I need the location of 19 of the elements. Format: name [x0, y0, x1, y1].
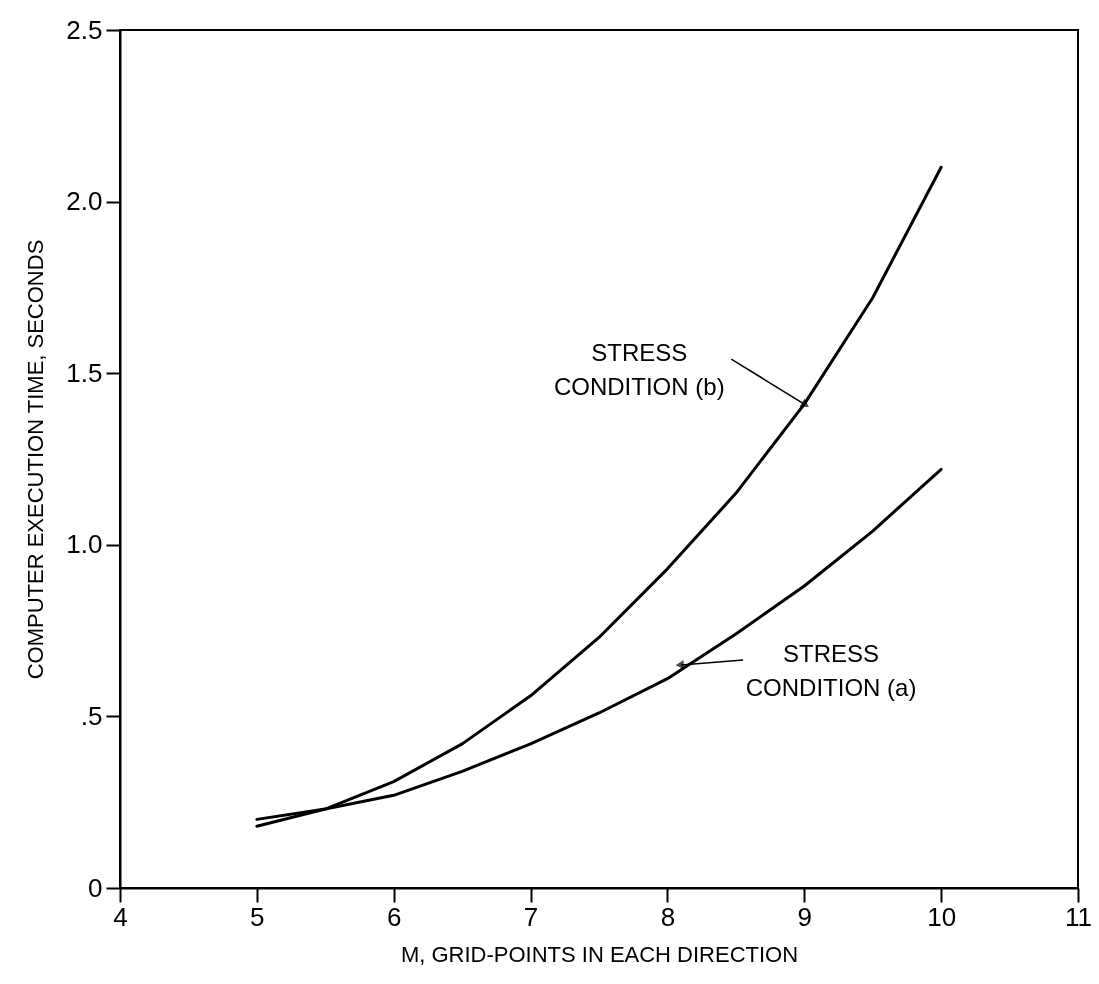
line-series	[255, 165, 943, 828]
annotation: STRESS CONDITION (b)	[553, 339, 725, 401]
y-tick-label: 1.0	[66, 529, 103, 560]
y-tick-label: 2.5	[66, 14, 103, 45]
y-tick-label: .5	[80, 700, 103, 731]
x-tick-label: 8	[660, 901, 676, 932]
x-tick-label: 11	[1065, 901, 1092, 932]
x-tick-label: 6	[386, 901, 402, 932]
y-axis-title: COMPUTER EXECUTION TIME, SECONDS	[23, 239, 49, 680]
x-tick-label: 10	[927, 901, 957, 932]
x-tick-label: 5	[250, 901, 265, 932]
y-tick-label: 2.0	[66, 186, 103, 217]
x-axis-title: M, GRID-POINTS IN EACH DIRECTION	[400, 941, 799, 967]
x-tick-label: 9	[797, 901, 813, 932]
x-tick-label: 4	[113, 901, 128, 932]
x-tick-label: 7	[523, 901, 539, 932]
annotation: STRESS CONDITION (a)	[745, 639, 917, 701]
y-tick-label: 0	[88, 872, 103, 903]
y-tick-label: 1.5	[66, 357, 103, 388]
